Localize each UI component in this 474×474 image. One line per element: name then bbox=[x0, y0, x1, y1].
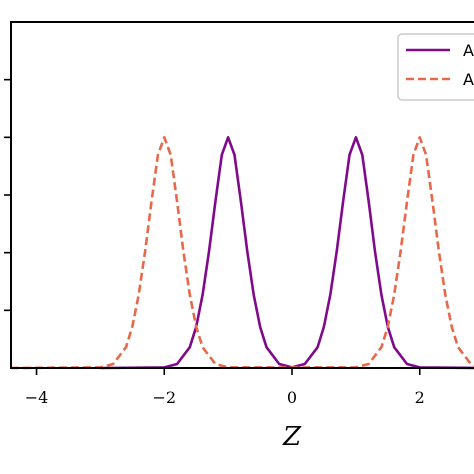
x-tick-label: 2 bbox=[415, 388, 425, 407]
series-line-2 bbox=[10, 136, 474, 370]
x-axis-ticks: −4 −2 0 2 bbox=[25, 368, 425, 407]
x-tick-label: −2 bbox=[152, 388, 176, 407]
legend: AA bbox=[397, 33, 474, 101]
legend-label-1: A bbox=[463, 41, 474, 60]
x-tick-label: −4 bbox=[25, 388, 49, 407]
x-tick-label: 0 bbox=[287, 388, 297, 407]
legend-label-2: A bbox=[463, 70, 474, 89]
series-layer bbox=[10, 136, 474, 370]
y-axis-ticks bbox=[4, 78, 11, 312]
axes-frame bbox=[10, 21, 474, 369]
x-axis-title: Z bbox=[282, 422, 302, 452]
